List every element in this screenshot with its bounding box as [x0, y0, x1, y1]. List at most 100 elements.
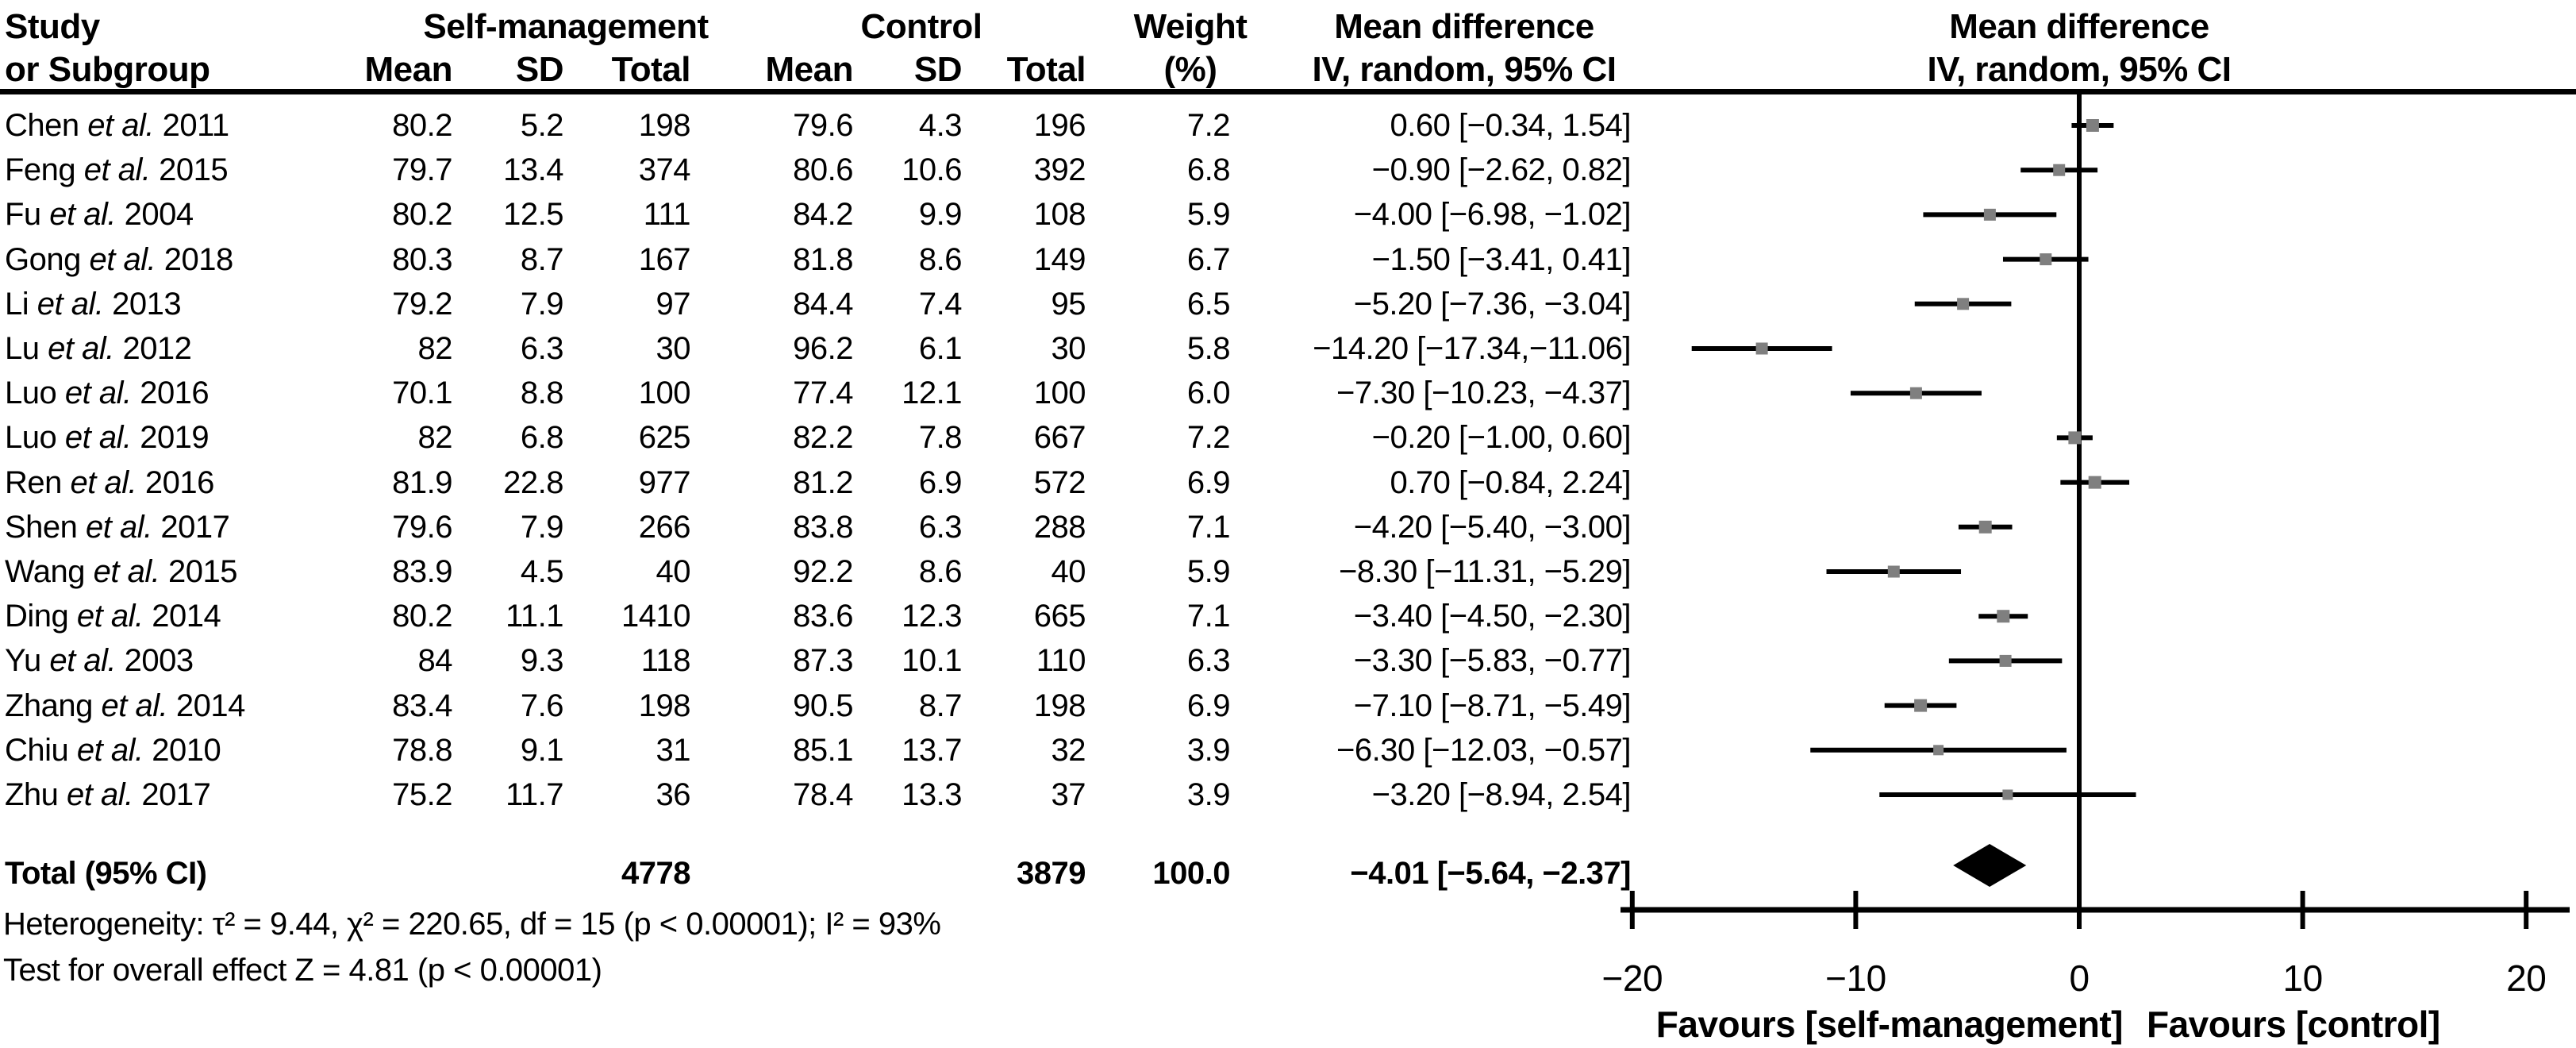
cell-c-sd: 12.1: [902, 376, 962, 410]
header-md-text-1: Mean difference: [1334, 7, 1594, 46]
cell-c-sd: 13.7: [902, 733, 962, 768]
cell-c-sd: 8.7: [918, 688, 963, 723]
cell-sm-mean: 81.9: [392, 465, 452, 500]
ci-marker: [1978, 520, 1992, 534]
cell-sm-mean: 80.3: [392, 242, 452, 277]
axis-tick-label: 0: [2069, 957, 2089, 999]
cell-sm-total: 31: [656, 733, 691, 768]
cell-weight: 6.8: [1186, 152, 1231, 187]
cell-c-total: 288: [1033, 510, 1086, 545]
cell-md: −4.00 [−6.98, −1.02]: [1353, 197, 1632, 232]
cell-weight: 7.2: [1186, 108, 1231, 143]
cell-study: Luo et al. 2019: [5, 420, 210, 455]
cell-c-total: 95: [1051, 287, 1086, 322]
cell-sm-total: 1410: [621, 599, 690, 634]
cell-weight: 6.7: [1186, 242, 1231, 277]
cell-sm-mean: 80.2: [392, 108, 452, 143]
ci-marker: [2088, 476, 2101, 489]
cell-study: Gong et al. 2018: [5, 242, 233, 277]
header-plot-1: Mean difference: [1949, 7, 2209, 46]
cell-sm-sd: 22.8: [503, 465, 563, 500]
cell-c-sd: 6.1: [918, 331, 963, 366]
cell-weight: 5.8: [1186, 331, 1231, 366]
header-group-self-management: Self-management: [423, 7, 709, 46]
cell-sm-mean: 79.2: [392, 287, 452, 322]
cell-sm-sd: 7.9: [520, 510, 564, 545]
cell-sm-sd: 5.2: [520, 108, 564, 143]
cell-sm-sd: 9.3: [520, 643, 564, 678]
header-weight: Weight: [1133, 7, 1248, 46]
cell-c-mean: 81.8: [793, 242, 853, 277]
table-row: Shen et al. 2017 79.6 7.9 266 83.8 6.3 288 7.1 −…: [0, 505, 1635, 549]
cell-weight: 3.9: [1186, 733, 1231, 768]
cell-study: Zhu et al. 2017: [5, 777, 211, 812]
cell-study: Luo et al. 2016: [5, 376, 210, 410]
cell-c-total: 665: [1033, 599, 1086, 634]
cell-c-mean: 92.2: [793, 554, 853, 589]
cell-sm-sd: 6.3: [520, 331, 564, 366]
cell-sm-sd: 7.9: [520, 287, 564, 322]
cell-c-sd: 9.9: [918, 197, 963, 232]
cell-c-mean: 85.1: [793, 733, 853, 768]
cell-c-sd: 8.6: [918, 242, 963, 277]
cell-weight: 5.9: [1186, 197, 1231, 232]
ci-marker: [1914, 699, 1928, 712]
table-row: Chiu et al. 2010 78.8 9.1 31 85.1 13.7 32 3.9 −6…: [0, 728, 1635, 773]
cell-sm-mean: 83.4: [392, 688, 452, 723]
ci-marker: [1997, 610, 2010, 623]
cell-sm-sd: 9.1: [520, 733, 564, 768]
cell-weight: 5.9: [1186, 554, 1231, 589]
header-control-sd: SD: [913, 50, 963, 89]
cell-sm-total: 36: [656, 777, 691, 812]
cell-sm-mean: 79.6: [392, 510, 452, 545]
cell-weight: 6.0: [1186, 376, 1231, 410]
cell-sm-sd: 6.8: [520, 420, 564, 455]
cell-study: Ren et al. 2016: [5, 465, 214, 500]
table-row: Ren et al. 2016 81.9 22.8 977 81.2 6.9 572 6.9 0…: [0, 460, 1635, 505]
cell-sm-mean: 80.2: [392, 599, 452, 634]
cell-sm-total: 198: [638, 688, 691, 723]
cell-md: −14.20 [−17.34,−11.06]: [1313, 331, 1631, 366]
cell-c-total: 196: [1033, 108, 1086, 143]
table-row: Luo et al. 2019 82 6.8 625 82.2 7.8 667 7.2 −0.2…: [0, 415, 1635, 460]
cell-sm-mean: 70.1: [392, 376, 452, 410]
cell-md: −1.50 [−3.41, 0.41]: [1371, 242, 1632, 277]
favours-right-label: Favours [control]: [2147, 1004, 2440, 1045]
cell-sm-mean: 79.7: [392, 152, 452, 187]
cell-sm-sd: 7.6: [520, 688, 564, 723]
cell-study: Feng et al. 2015: [5, 152, 229, 187]
cell-sm-total: 977: [638, 465, 691, 500]
ci-marker: [2053, 164, 2066, 176]
cell-weight: 6.9: [1186, 465, 1231, 500]
axis-tick-label: −20: [1602, 957, 1663, 999]
cell-md: −7.30 [−10.23, −4.37]: [1336, 376, 1631, 410]
cell-total-label: Total (95% CI): [5, 856, 207, 891]
cell-sm-mean: 80.2: [392, 197, 452, 232]
table-row: Zhu et al. 2017 75.2 11.7 36 78.4 13.3 37 3.9 −3…: [0, 773, 1635, 817]
table-row: Wang et al. 2015 83.9 4.5 40 92.2 8.6 40 5.9 −8.…: [0, 549, 1635, 594]
table-row: Lu et al. 2012 82 6.3 30 96.2 6.1 30 5.8 −14.20 …: [0, 326, 1635, 371]
cell-c-sd: 4.3: [918, 108, 963, 143]
cell-md: −8.30 [−11.31, −5.29]: [1339, 554, 1631, 589]
cell-sm-mean: 83.9: [392, 554, 452, 589]
cell-md: −0.90 [−2.62, 0.82]: [1371, 152, 1632, 187]
cell-sm-mean: 82: [417, 420, 453, 455]
cell-sm-sd: 8.7: [520, 242, 564, 277]
ci-marker: [1957, 298, 1970, 310]
cell-total-weight: 100.0: [1152, 856, 1230, 891]
cell-c-total: 37: [1051, 777, 1086, 812]
cell-c-sd: 6.9: [918, 465, 963, 500]
cell-c-sd: 6.3: [918, 510, 963, 545]
cell-study: Chiu et al. 2010: [5, 733, 221, 768]
cell-weight: 7.1: [1186, 510, 1231, 545]
cell-c-total: 149: [1033, 242, 1086, 277]
cell-c-total: 572: [1033, 465, 1086, 500]
total-row: Total (95% CI) 4778 3879 100.0 −4.01 [−5…: [0, 851, 1635, 896]
cell-weight: 7.2: [1186, 420, 1231, 455]
cell-weight: 3.9: [1186, 777, 1231, 812]
ci-marker: [1999, 654, 2012, 667]
cell-total-c-total: 3879: [1017, 856, 1086, 891]
cell-sm-sd: 12.5: [503, 197, 563, 232]
cell-study: Shen et al. 2017: [5, 510, 230, 545]
cell-weight: 6.9: [1186, 688, 1231, 723]
